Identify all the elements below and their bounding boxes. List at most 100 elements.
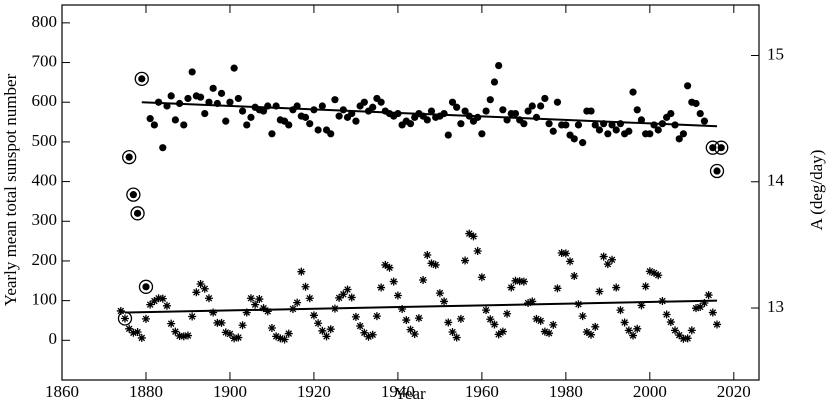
- point: [696, 109, 704, 118]
- point: [159, 144, 167, 152]
- point: [713, 320, 722, 329]
- star-shape: [427, 259, 436, 268]
- point: [465, 112, 473, 120]
- star-shape: [162, 301, 171, 310]
- dot: [301, 113, 310, 121]
- point: [431, 260, 440, 269]
- star-shape: [553, 284, 562, 293]
- star-shape: [234, 333, 243, 342]
- point: [536, 316, 545, 325]
- star-shape: [175, 331, 184, 340]
- star-shape: [503, 309, 512, 318]
- star-shape: [666, 318, 675, 327]
- point: [234, 94, 242, 103]
- point: [440, 297, 449, 306]
- star-shape: [482, 306, 491, 315]
- dot: [524, 107, 532, 115]
- point: [150, 297, 159, 306]
- point: [331, 96, 339, 104]
- x-tick-label: 1860: [45, 382, 79, 401]
- dot: [625, 127, 633, 135]
- point: [457, 120, 465, 128]
- point: [339, 106, 347, 114]
- point: [629, 88, 637, 96]
- point: [557, 249, 566, 258]
- point: [255, 295, 264, 304]
- plot-frame: [61, 4, 760, 381]
- dot: [369, 103, 377, 111]
- dot: [453, 103, 461, 111]
- dot: [486, 96, 494, 104]
- dot: [129, 191, 137, 199]
- dot: [532, 113, 541, 121]
- dot: [448, 98, 457, 106]
- dot: [717, 144, 725, 152]
- point: [188, 312, 197, 321]
- point: [532, 314, 541, 323]
- star-shape: [146, 300, 155, 309]
- star-shape: [351, 312, 360, 321]
- dot: [541, 94, 549, 103]
- star-shape: [402, 316, 411, 325]
- dot: [520, 120, 528, 128]
- star-shape: [608, 255, 617, 264]
- x-tick-label: 2000: [633, 382, 667, 401]
- dot: [209, 84, 217, 92]
- point: [122, 149, 137, 165]
- star-shape: [356, 322, 365, 331]
- point: [599, 252, 608, 261]
- point: [700, 117, 709, 125]
- star-shape: [423, 251, 432, 259]
- dot: [482, 107, 490, 115]
- star-shape: [360, 328, 369, 337]
- star-shape: [242, 308, 251, 317]
- dot: [608, 121, 616, 129]
- star-shape: [171, 327, 180, 336]
- point: [625, 127, 633, 135]
- point: [184, 94, 192, 103]
- point: [553, 284, 562, 293]
- point: [662, 310, 671, 319]
- star-shape: [603, 260, 612, 269]
- point: [318, 102, 326, 110]
- point: [297, 267, 306, 276]
- dot: [650, 121, 658, 129]
- point: [578, 312, 587, 321]
- point: [360, 98, 368, 106]
- star-shape: [662, 310, 671, 319]
- point: [637, 301, 646, 310]
- dot: [629, 88, 637, 96]
- dot: [360, 98, 368, 106]
- point: [709, 163, 725, 179]
- star-shape: [192, 288, 201, 297]
- point: [633, 324, 642, 333]
- point: [658, 120, 667, 128]
- ring: [714, 140, 729, 155]
- dot: [133, 209, 142, 217]
- dot: [713, 167, 721, 175]
- star-shape: [448, 327, 457, 336]
- point: [574, 300, 583, 309]
- y-tick-label: 200: [32, 250, 58, 269]
- point: [125, 324, 134, 333]
- point: [264, 102, 272, 110]
- star-shape: [528, 297, 537, 306]
- dot: [587, 107, 595, 115]
- point: [356, 322, 365, 331]
- point: [561, 249, 570, 258]
- point: [591, 121, 599, 129]
- dot: [243, 121, 251, 129]
- dot: [574, 121, 583, 129]
- star-shape: [549, 320, 558, 329]
- star-shape: [612, 283, 621, 292]
- point: [570, 272, 579, 281]
- point: [352, 117, 360, 125]
- dot: [314, 126, 322, 134]
- point: [133, 327, 142, 336]
- dot: [217, 89, 226, 97]
- dot: [293, 102, 301, 110]
- point: [482, 306, 491, 315]
- point: [498, 327, 507, 336]
- point: [348, 109, 356, 118]
- star-shape: [330, 304, 339, 313]
